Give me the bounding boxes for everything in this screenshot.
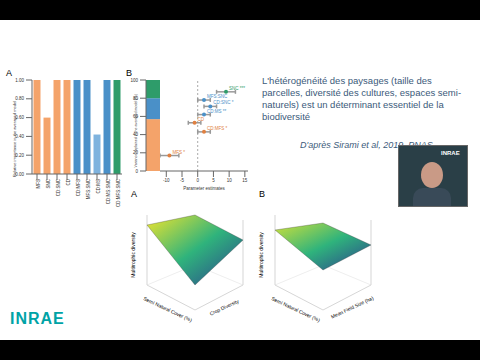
svg-text:Multitrophic diversity: Multitrophic diversity xyxy=(130,232,136,278)
svg-text:MFS: MFS xyxy=(36,179,41,189)
svg-text:0.00: 0.00 xyxy=(15,171,24,177)
svg-text:0.80: 0.80 xyxy=(15,96,24,101)
svg-text:CD: CD xyxy=(66,178,71,185)
html-text:INRAE: INRAE xyxy=(10,310,65,327)
svg-text:Variance explained in the aver: Variance explained in the averaged model… xyxy=(134,94,138,167)
html-text:INRAE: INRAE xyxy=(441,150,460,156)
svg-text:10: 10 xyxy=(227,178,233,183)
html-text:L'hétérogénéité des paysages (: L'hétérogénéité des paysages (taille des… xyxy=(262,75,462,122)
svg-text:0: 0 xyxy=(196,178,199,183)
svg-text:Multitrophic diversity: Multitrophic diversity xyxy=(258,232,264,278)
svg-text:Mean Field Size (ha): Mean Field Size (ha) xyxy=(330,295,375,320)
svg-text:CD: CD xyxy=(198,117,205,122)
svg-text:0.40: 0.40 xyxy=(15,134,24,139)
svg-text:CD:MFS *: CD:MFS * xyxy=(207,126,227,131)
svg-text:CD:SNC: CD:SNC xyxy=(56,178,61,196)
svg-text:MFS:SNC: MFS:SNC xyxy=(207,94,228,99)
html-text:A: A xyxy=(6,68,12,78)
svg-text:Parameter estimates: Parameter estimates xyxy=(183,186,225,191)
svg-text:Semi Natural Cover (%): Semi Natural Cover (%) xyxy=(143,295,194,323)
svg-text:-5: -5 xyxy=(180,178,184,183)
svg-text:MFS:SNC: MFS:SNC xyxy=(86,178,91,199)
svg-text:CD:SNC *: CD:SNC * xyxy=(213,100,234,105)
svg-text:-10: -10 xyxy=(163,178,170,183)
svg-text:CD:MS:SNC: CD:MS:SNC xyxy=(106,178,111,204)
svg-text:CD:MFS:SNC: CD:MFS:SNC xyxy=(116,178,121,207)
svg-text:B: B xyxy=(259,189,265,199)
html-text:B: B xyxy=(126,68,132,78)
svg-text:MFS *: MFS * xyxy=(172,150,185,155)
svg-text:0.20: 0.20 xyxy=(15,152,24,158)
svg-text:Crop Diversity: Crop Diversity xyxy=(209,298,240,317)
html-text:D'après Sirami et al, 2019, PN: D'après Sirami et al, 2019, PNAS xyxy=(300,140,433,150)
svg-text:Semi Natural Cover (%): Semi Natural Cover (%) xyxy=(271,295,322,323)
svg-text:CD:MS **: CD:MS ** xyxy=(207,109,227,114)
svg-text:CD:MFS: CD:MFS xyxy=(76,179,81,196)
svg-text:5: 5 xyxy=(212,178,215,183)
svg-text:100: 100 xyxy=(130,78,138,83)
svg-text:15: 15 xyxy=(242,178,248,183)
svg-text:Relative importance in the ave: Relative importance in the averaged mode… xyxy=(12,101,17,177)
svg-text:1.00: 1.00 xyxy=(15,78,24,83)
svg-text:SNC: SNC xyxy=(46,178,51,188)
svg-text:0.60: 0.60 xyxy=(15,115,24,121)
svg-text:CD:MS: CD:MS xyxy=(96,179,101,194)
svg-text:SNC ***: SNC *** xyxy=(229,86,245,91)
svg-text:0: 0 xyxy=(135,169,138,174)
svg-text:A: A xyxy=(131,189,137,199)
